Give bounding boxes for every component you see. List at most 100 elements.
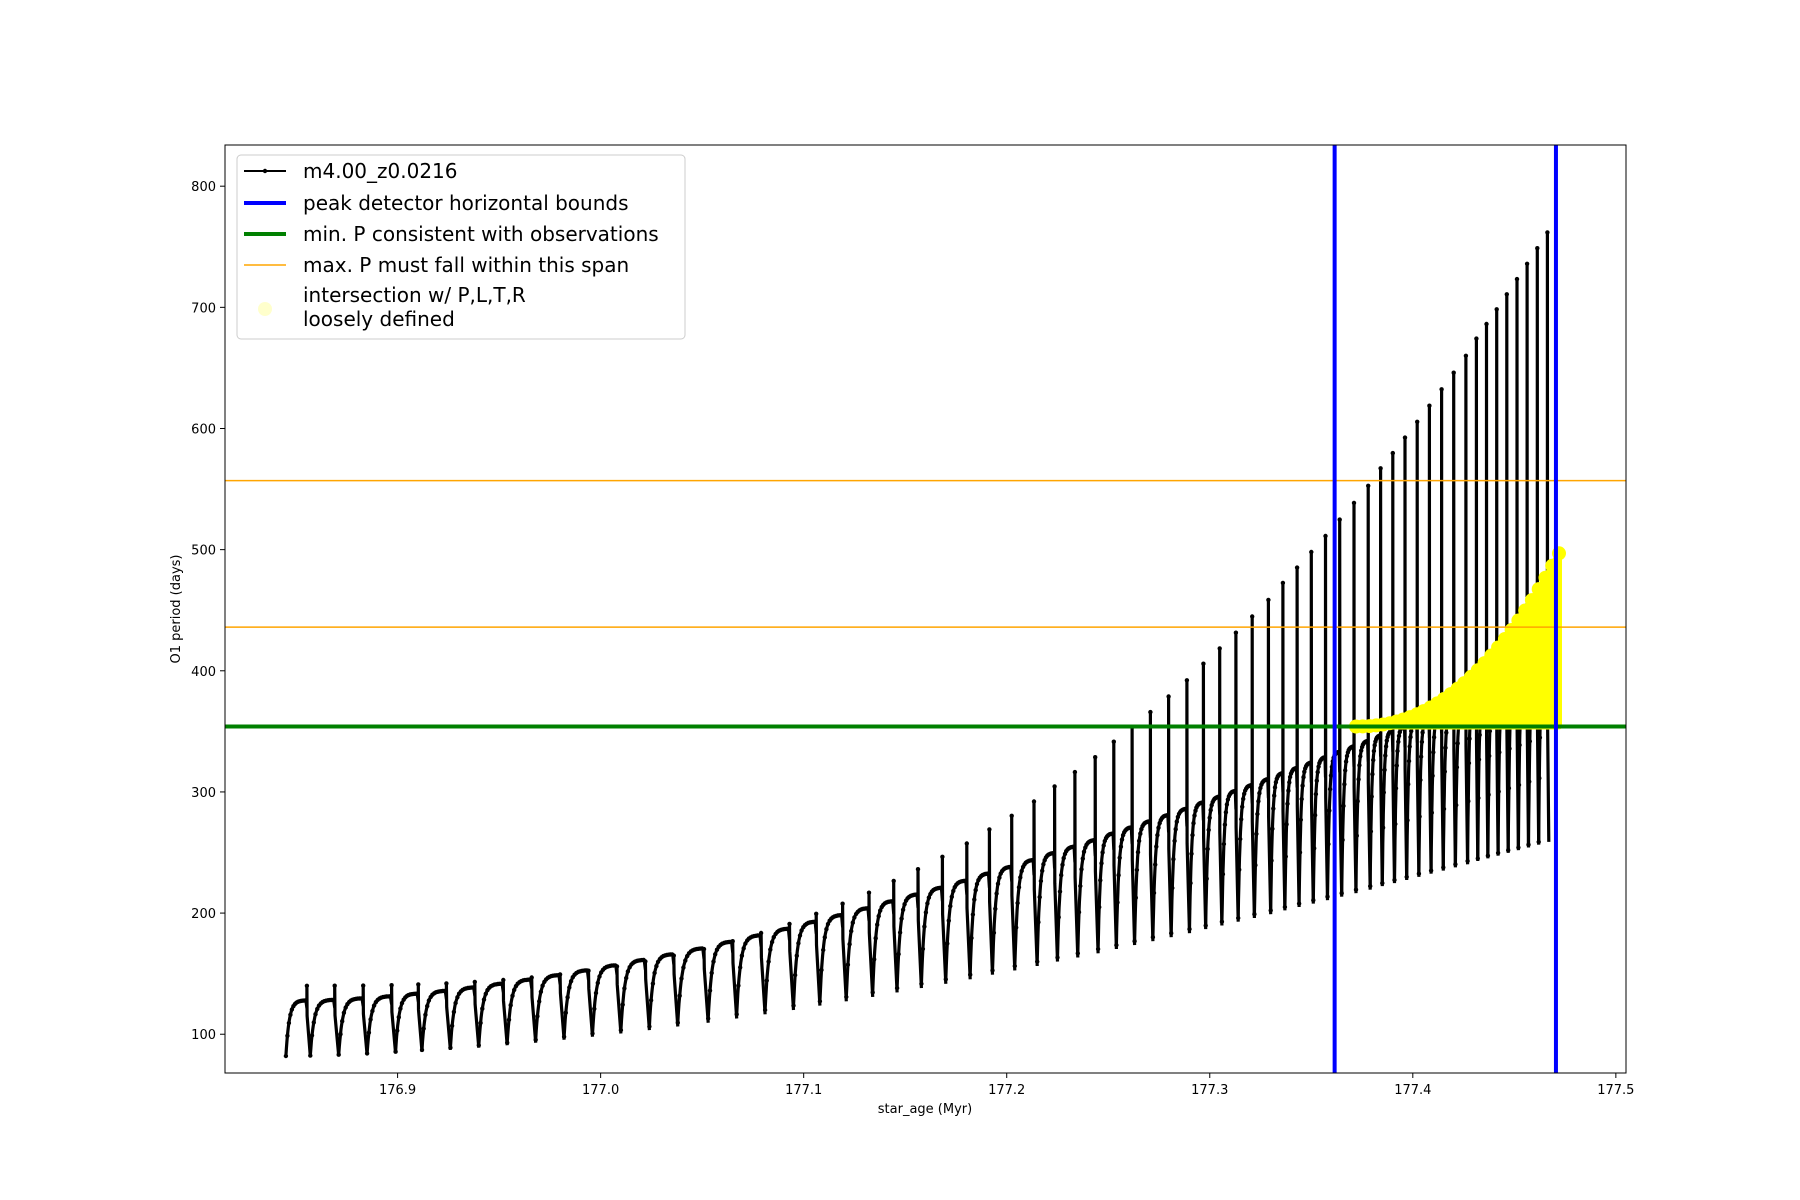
series-point	[387, 994, 393, 999]
series-point	[1009, 813, 1014, 818]
x-axis-label: star_age (Myr)	[878, 1102, 972, 1117]
series-point	[1071, 844, 1076, 849]
legend-box	[236, 154, 686, 340]
series-point	[1038, 878, 1044, 884]
series-point	[654, 963, 659, 969]
series-point	[1132, 939, 1137, 944]
series-point	[787, 921, 792, 927]
series-point	[561, 1034, 567, 1040]
series-point	[987, 827, 992, 832]
series-point	[900, 907, 906, 912]
series-point	[647, 1024, 652, 1029]
series-point	[762, 1007, 768, 1013]
series-point	[472, 979, 477, 985]
series-point	[505, 1040, 510, 1045]
series-point	[614, 964, 620, 969]
series-point	[1408, 734, 1413, 740]
x-tick-label: 177.5	[1597, 1083, 1634, 1098]
series-point	[847, 942, 852, 947]
series-point	[1280, 580, 1286, 586]
series-point	[764, 978, 769, 983]
series-point	[768, 947, 773, 952]
series-point	[1309, 549, 1314, 555]
series-point	[840, 901, 845, 906]
series-point	[1233, 630, 1239, 635]
series-point	[1308, 760, 1313, 765]
series-point	[1392, 877, 1397, 883]
series-point	[1253, 863, 1258, 868]
series-point	[510, 993, 515, 998]
series-point	[872, 957, 877, 962]
series-point	[1337, 517, 1342, 522]
series-point	[1441, 806, 1447, 812]
series-point	[425, 1003, 430, 1009]
series-point	[423, 1012, 428, 1017]
series-point	[1117, 855, 1122, 860]
series-point	[1325, 894, 1330, 899]
series-point	[1514, 276, 1520, 282]
series-point	[538, 989, 544, 994]
series-point	[1343, 759, 1349, 764]
series-point	[1383, 744, 1389, 749]
series-point	[1506, 848, 1511, 853]
series-point	[1224, 802, 1230, 807]
series-point	[794, 953, 799, 958]
series-point	[894, 985, 900, 991]
series-point	[1312, 846, 1317, 851]
series-point	[508, 1003, 513, 1008]
series-point	[1298, 817, 1304, 822]
series-point	[1110, 831, 1115, 836]
series-point	[1030, 857, 1035, 863]
series-point	[1527, 739, 1533, 744]
series-point	[1203, 923, 1208, 928]
series-point	[925, 901, 930, 906]
series-point	[1369, 794, 1374, 799]
series-point	[1254, 831, 1259, 837]
series-point	[1237, 867, 1242, 872]
series-point	[1371, 757, 1376, 763]
series-point	[361, 983, 366, 988]
series-point	[1189, 851, 1194, 856]
series-point	[1418, 777, 1423, 783]
series-point	[1390, 450, 1396, 456]
series-point	[920, 946, 926, 952]
series-point	[624, 975, 629, 981]
intersection-point	[1538, 570, 1553, 585]
series-point	[1371, 748, 1377, 754]
series-point	[1467, 736, 1472, 741]
series-point	[1477, 732, 1482, 738]
series-point	[1072, 769, 1078, 775]
series-point	[1535, 246, 1540, 251]
series-point	[303, 998, 308, 1003]
series-point	[1419, 739, 1425, 745]
plot-area	[225, 145, 1626, 1073]
series-point	[1217, 646, 1222, 651]
series-point	[1285, 801, 1290, 806]
series-point	[766, 959, 771, 964]
series-point	[1466, 799, 1471, 804]
series-point	[1242, 791, 1247, 796]
series-point	[1537, 776, 1542, 781]
series-point	[1236, 915, 1241, 921]
series-point	[1284, 822, 1289, 827]
series-point	[1323, 533, 1328, 539]
series-point	[590, 1031, 595, 1036]
series-point	[1133, 895, 1139, 900]
series-point	[1451, 370, 1456, 375]
series-point	[338, 1032, 343, 1037]
series-point	[1256, 799, 1261, 804]
series-point	[1223, 810, 1229, 815]
series-point	[1171, 857, 1176, 862]
series-point	[671, 953, 676, 958]
series-point	[1019, 868, 1024, 874]
series-point	[945, 941, 950, 946]
refline-layer	[225, 145, 1626, 1073]
series-point	[1393, 786, 1399, 791]
series-point	[313, 1012, 318, 1017]
series-point	[1418, 754, 1424, 759]
series-point	[1249, 783, 1254, 788]
series-point	[343, 1005, 348, 1010]
series-point	[1339, 891, 1344, 896]
series-point	[949, 894, 954, 899]
series-point	[876, 913, 881, 919]
